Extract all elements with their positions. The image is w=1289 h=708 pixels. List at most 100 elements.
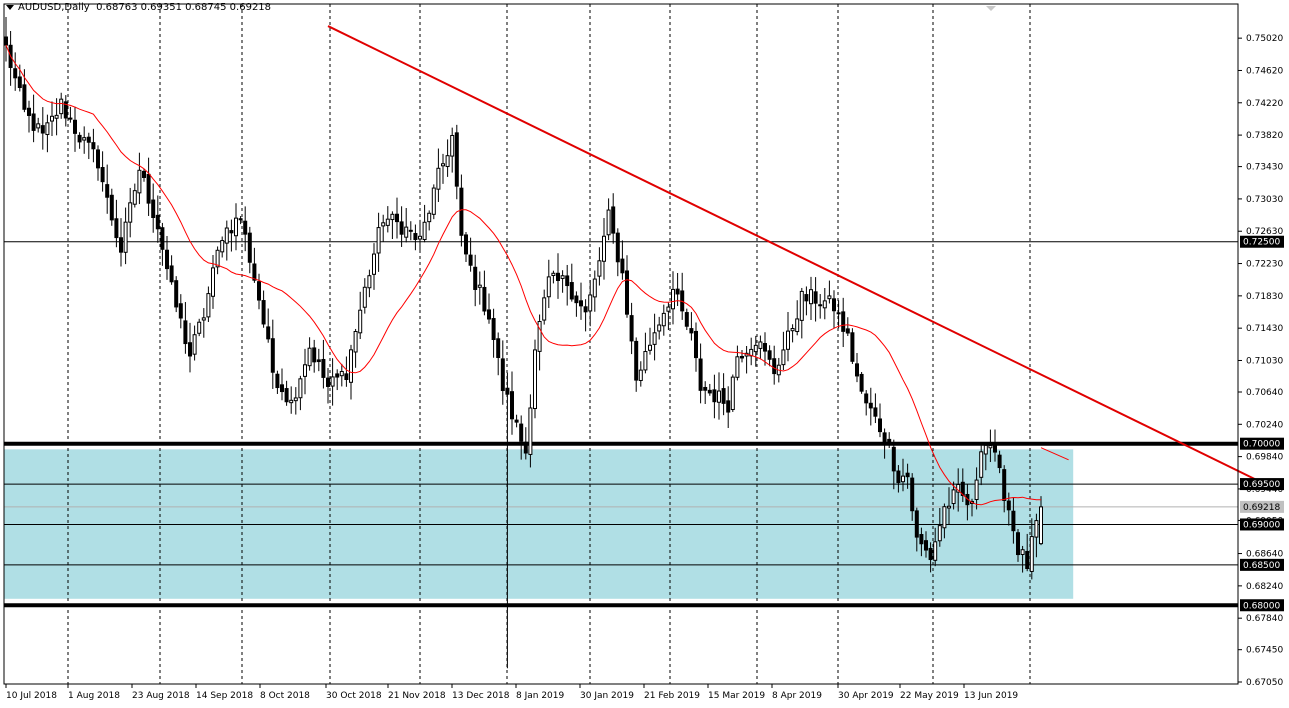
moving-average-tail xyxy=(1040,447,1069,461)
candle-body-up xyxy=(537,321,542,352)
candle xyxy=(109,188,114,226)
x-tick-label: 15 Mar 2019 xyxy=(708,691,765,701)
candle xyxy=(4,16,8,62)
candle xyxy=(206,286,211,322)
candle xyxy=(1025,533,1030,572)
candle-body-down xyxy=(496,338,501,358)
candle-body-up xyxy=(450,134,455,157)
x-tick-label: 8 Jan 2019 xyxy=(516,691,564,701)
candle-body-down xyxy=(151,199,156,219)
candle xyxy=(459,174,464,247)
candle xyxy=(500,340,505,405)
candle-body-down xyxy=(500,358,505,392)
candle-body-down xyxy=(487,309,491,320)
candle xyxy=(169,255,174,285)
candle xyxy=(588,279,593,327)
descending-trendline xyxy=(327,25,1263,484)
candle-body-up xyxy=(790,328,795,332)
chart-symbol: AUDUSD,Daily xyxy=(18,2,90,13)
candle xyxy=(1016,528,1020,562)
candle xyxy=(763,332,767,366)
current-price-tag-label: 0.69218 xyxy=(1243,503,1280,513)
candle xyxy=(307,337,312,371)
candle xyxy=(615,228,620,277)
candle xyxy=(215,246,220,275)
moving-average-line xyxy=(5,44,1041,506)
candle-body-down xyxy=(684,312,689,327)
candle xyxy=(100,151,105,192)
candle xyxy=(905,463,910,489)
candle xyxy=(845,317,850,337)
candle xyxy=(602,217,606,280)
candle xyxy=(1039,496,1043,546)
candle-body-down xyxy=(689,328,694,334)
candle xyxy=(238,216,243,225)
candle-body-up xyxy=(648,344,652,351)
candle-body-down xyxy=(413,233,418,240)
candle-body-up xyxy=(404,226,409,238)
candle xyxy=(625,255,629,318)
y-tick-label: 0.69840 xyxy=(1246,453,1283,463)
candle-body-down xyxy=(740,355,744,359)
candle-body-down xyxy=(1016,532,1020,556)
candle xyxy=(119,218,123,267)
candle xyxy=(450,127,455,173)
collapse-triangle-icon[interactable] xyxy=(6,4,14,10)
candle xyxy=(671,271,675,325)
candle-body-down xyxy=(247,232,252,263)
candle xyxy=(556,253,560,299)
candle xyxy=(611,193,616,244)
candle-body-up xyxy=(730,376,735,411)
candle xyxy=(937,508,942,547)
candle-body-up xyxy=(197,321,202,334)
candle xyxy=(27,100,31,133)
candle-body-down xyxy=(634,340,639,381)
candle xyxy=(427,210,432,231)
candle-body-down xyxy=(836,312,841,315)
candle-body-down xyxy=(27,107,31,116)
candle xyxy=(165,235,169,280)
x-tick-label: 8 Apr 2019 xyxy=(772,691,822,701)
level-price-tag-label: 0.68000 xyxy=(1243,601,1280,611)
candle xyxy=(638,361,643,387)
candle-body-down xyxy=(316,359,321,363)
candle xyxy=(220,236,225,258)
candle-body-up xyxy=(123,221,128,253)
candle xyxy=(385,206,390,233)
candle xyxy=(684,308,689,331)
x-tick-label: 30 Oct 2018 xyxy=(326,691,382,701)
candle-body-up xyxy=(132,190,137,205)
candle-body-up xyxy=(588,294,593,312)
candle-body-up xyxy=(592,278,597,298)
candle-body-up xyxy=(951,489,956,505)
level-price-tag-label: 0.69500 xyxy=(1243,480,1280,490)
candle-body-up xyxy=(339,370,344,377)
candle-body-up xyxy=(735,356,740,378)
candle xyxy=(1002,465,1007,513)
y-tick-label: 0.67840 xyxy=(1246,614,1283,624)
candle-body-down xyxy=(832,298,836,312)
candle xyxy=(510,371,514,435)
candle-body-up xyxy=(638,369,643,381)
candle-body-down xyxy=(13,68,18,79)
candle-body-down xyxy=(505,387,510,395)
chart-ohlc: 0.68763 0.69351 0.68745 0.69218 xyxy=(96,2,272,13)
candle-body-up xyxy=(606,209,611,236)
candle-body-down xyxy=(767,350,772,360)
candle xyxy=(901,458,905,492)
candle-body-down xyxy=(864,393,869,404)
candle-body-down xyxy=(841,311,846,332)
candle-body-down xyxy=(997,454,1002,469)
candle-body-down xyxy=(284,388,289,403)
candles-layer xyxy=(4,16,1043,669)
candle-body-up xyxy=(441,163,445,167)
candle xyxy=(1034,513,1039,558)
y-tick-label: 0.68240 xyxy=(1246,582,1283,592)
candle xyxy=(284,380,289,406)
candle-body-up xyxy=(827,295,832,300)
candle-body-up xyxy=(781,349,786,366)
candle xyxy=(257,273,261,310)
candle xyxy=(868,387,873,426)
candle xyxy=(445,139,450,177)
